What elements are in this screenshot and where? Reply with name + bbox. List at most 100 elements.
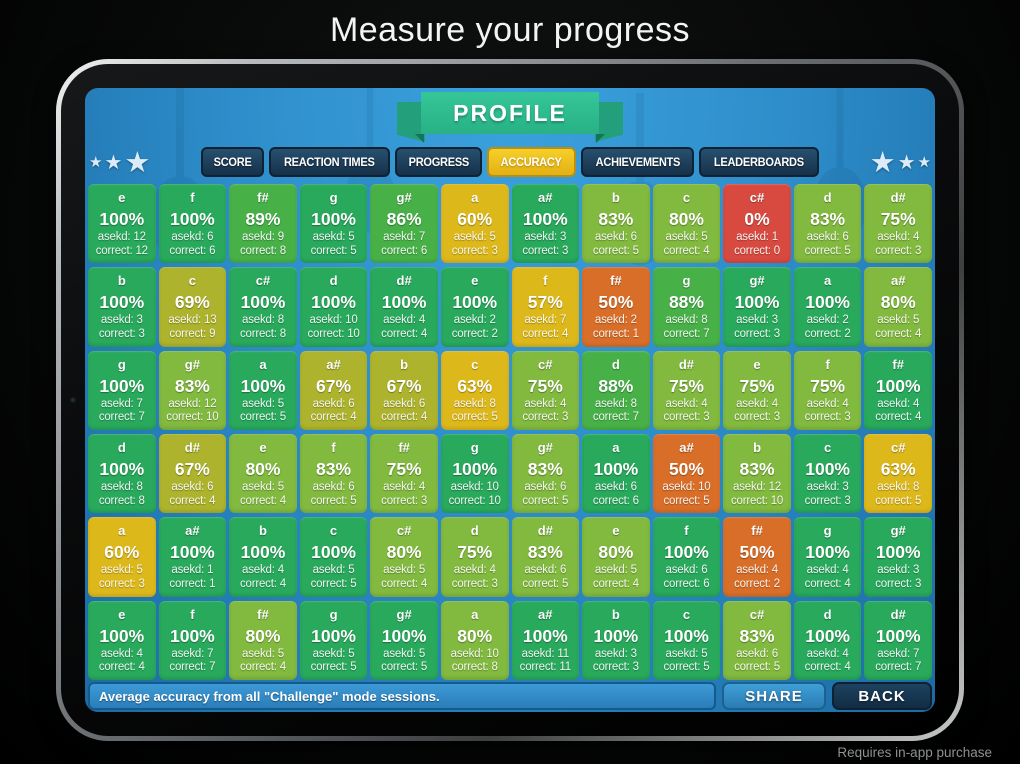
cell-asked: asekd: 4 bbox=[524, 397, 567, 410]
tab-score[interactable]: SCORE bbox=[200, 147, 265, 177]
cell-correct: correct: 3 bbox=[804, 494, 851, 507]
cell-asked: asekd: 6 bbox=[665, 564, 708, 577]
cell-asked: asekd: 4 bbox=[877, 231, 920, 244]
cell-percentage: 83% bbox=[739, 459, 775, 480]
grid-cell: b 100% asekd: 3 correct: 3 bbox=[88, 267, 156, 347]
cell-note: d# bbox=[537, 523, 553, 539]
cell-asked: asekd: 8 bbox=[877, 481, 920, 494]
cell-note: d bbox=[329, 273, 338, 289]
cell-percentage: 100% bbox=[805, 625, 850, 646]
cell-note: c bbox=[682, 190, 691, 206]
cell-correct: correct: 3 bbox=[98, 327, 145, 340]
grid-cell: d# 100% asekd: 7 correct: 7 bbox=[864, 600, 932, 680]
tabs-container: SCORE REACTION TIMES PROGRESS ACCURACY ACHIE… bbox=[200, 147, 820, 177]
cell-correct: correct: 4 bbox=[875, 327, 922, 340]
tab-reaction-times[interactable]: REACTION TIMES bbox=[269, 147, 390, 177]
cell-percentage: 100% bbox=[522, 625, 568, 646]
cell-correct: correct: 3 bbox=[381, 494, 428, 507]
grid-cell: c 80% asekd: 5 correct: 4 bbox=[652, 184, 721, 264]
cell-asked: asekd: 10 bbox=[450, 481, 499, 494]
cell-asked: asekd: 5 bbox=[877, 314, 920, 327]
cell-correct: correct: 3 bbox=[451, 244, 498, 257]
grid-cell: a# 50% asekd: 10 correct: 5 bbox=[652, 434, 721, 514]
cell-correct: correct: 4 bbox=[592, 577, 639, 590]
cell-correct: correct: 7 bbox=[169, 661, 216, 674]
cell-asked: asekd: 12 bbox=[733, 481, 782, 494]
cell-note: g# bbox=[890, 523, 906, 539]
share-button[interactable]: SHARE bbox=[722, 682, 826, 710]
cell-note: c# bbox=[749, 190, 765, 206]
cell-asked: asekd: 4 bbox=[100, 647, 143, 660]
cell-note: c# bbox=[255, 273, 271, 289]
front-camera bbox=[70, 397, 76, 403]
cell-asked: asekd: 4 bbox=[736, 397, 778, 410]
cell-asked: asekd: 3 bbox=[736, 314, 778, 327]
cell-correct: correct: 5 bbox=[522, 577, 569, 590]
cell-percentage: 100% bbox=[381, 625, 427, 646]
grid-cell: b 100% asekd: 3 correct: 3 bbox=[582, 600, 650, 680]
cell-asked: asekd: 4 bbox=[877, 397, 920, 410]
tab-progress[interactable]: PROGRESS bbox=[394, 147, 483, 177]
cell-asked: asekd: 8 bbox=[242, 314, 284, 327]
cell-asked: asekd: 4 bbox=[806, 397, 849, 410]
cell-percentage: 100% bbox=[805, 459, 850, 480]
grid-cell: d 88% asekd: 8 correct: 7 bbox=[582, 350, 650, 430]
cell-correct: correct: 1 bbox=[592, 327, 639, 340]
cell-percentage: 100% bbox=[522, 209, 568, 230]
cell-percentage: 83% bbox=[527, 542, 563, 563]
cell-percentage: 80% bbox=[245, 625, 281, 646]
cell-note: d# bbox=[678, 356, 695, 372]
cell-asked: asekd: 10 bbox=[309, 314, 358, 327]
cell-percentage: 100% bbox=[734, 292, 780, 313]
grid-cell: d 100% asekd: 4 correct: 4 bbox=[793, 600, 862, 680]
cell-correct: correct: 3 bbox=[734, 327, 780, 340]
cell-note: f# bbox=[398, 440, 410, 456]
cell-correct: correct: 5 bbox=[381, 661, 428, 674]
cell-percentage: 100% bbox=[99, 375, 145, 396]
cell-asked: asekd: 4 bbox=[665, 397, 708, 410]
tab-leaderboards[interactable]: LEADERBOARDS bbox=[699, 147, 820, 177]
cell-note: d# bbox=[184, 440, 200, 456]
grid-cell: f 57% asekd: 7 correct: 4 bbox=[511, 267, 580, 347]
cell-asked: asekd: 6 bbox=[312, 397, 355, 410]
cell-asked: asekd: 6 bbox=[736, 647, 778, 660]
back-button[interactable]: BACK bbox=[832, 682, 932, 710]
app-screen: PROFILE ★ ★ ★ SCORE REACTION TIMES PROGRES… bbox=[85, 88, 935, 712]
cell-note: a# bbox=[890, 273, 906, 289]
cell-correct: correct: 4 bbox=[239, 494, 286, 507]
star-icon: ★ bbox=[104, 151, 123, 174]
cell-correct: correct: 3 bbox=[522, 411, 569, 424]
grid-cell: d 75% asekd: 4 correct: 3 bbox=[440, 517, 509, 597]
cell-percentage: 100% bbox=[875, 375, 921, 396]
cell-percentage: 100% bbox=[169, 625, 215, 646]
cell-note: d# bbox=[890, 190, 906, 206]
cell-correct: correct: 6 bbox=[663, 577, 710, 590]
cell-percentage: 75% bbox=[810, 375, 846, 396]
tab-label: REACTION TIMES bbox=[284, 155, 375, 169]
tab-bar: ★ ★ ★ SCORE REACTION TIMES PROGRESS ACCURAC… bbox=[89, 146, 931, 179]
cell-asked: asekd: 5 bbox=[383, 564, 426, 577]
cell-percentage: 100% bbox=[169, 209, 215, 230]
cell-note: d bbox=[823, 606, 832, 622]
cell-percentage: 50% bbox=[739, 542, 775, 563]
cell-asked: asekd: 5 bbox=[665, 231, 708, 244]
cell-note: f bbox=[331, 440, 336, 456]
grid-cell: a 100% asekd: 5 correct: 5 bbox=[229, 350, 297, 430]
grid-cell: g 100% asekd: 5 correct: 5 bbox=[299, 600, 368, 680]
cell-percentage: 50% bbox=[598, 292, 634, 313]
cell-asked: asekd: 1 bbox=[736, 231, 778, 244]
cell-asked: asekd: 6 bbox=[312, 481, 355, 494]
grid-cell: a 100% asekd: 6 correct: 6 bbox=[582, 434, 650, 514]
cell-note: f# bbox=[751, 523, 763, 539]
cell-correct: correct: 3 bbox=[875, 244, 922, 257]
grid-cell: b 67% asekd: 6 correct: 4 bbox=[370, 350, 438, 430]
grid-cell: g 100% asekd: 7 correct: 7 bbox=[88, 350, 156, 430]
cell-correct: correct: 3 bbox=[592, 661, 639, 674]
tab-achievements[interactable]: ACHIEVEMENTS bbox=[580, 147, 695, 177]
cell-correct: correct: 10 bbox=[448, 494, 501, 507]
star-icon: ★ bbox=[869, 146, 896, 179]
cell-asked: asekd: 8 bbox=[665, 314, 708, 327]
tab-accuracy[interactable]: ACCURACY bbox=[487, 147, 576, 177]
cell-percentage: 100% bbox=[593, 625, 639, 646]
cell-asked: asekd: 4 bbox=[383, 314, 426, 327]
